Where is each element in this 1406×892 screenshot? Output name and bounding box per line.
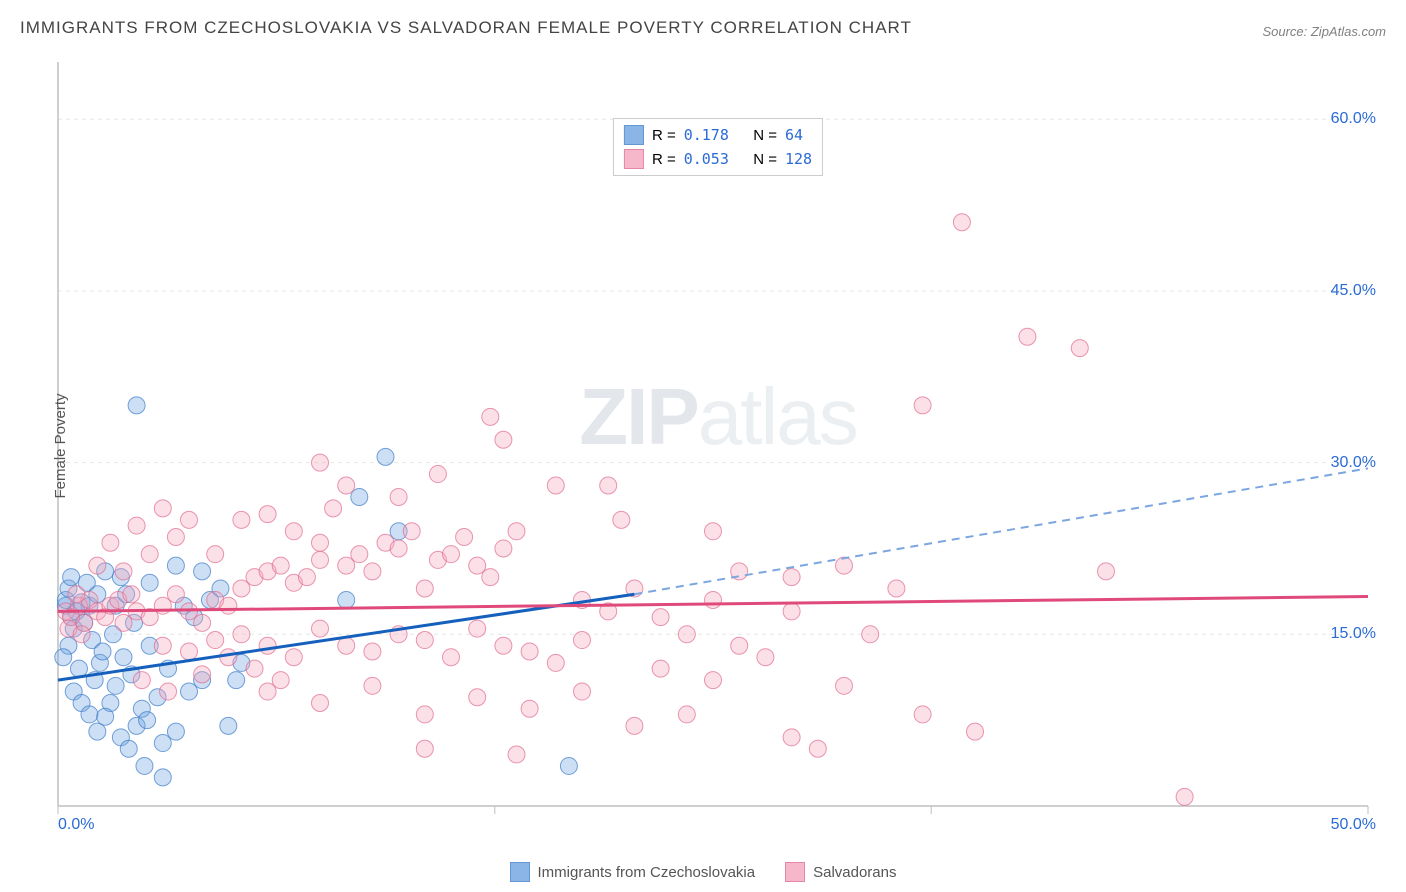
n-value-series2: 128 <box>785 150 812 168</box>
xtick-max: 50.0% <box>1331 816 1376 834</box>
chart-title: IMMIGRANTS FROM CZECHOSLOVAKIA VS SALVAD… <box>20 18 912 38</box>
legend-label-series1: Immigrants from Czechoslovakia <box>538 864 756 881</box>
ytick: 30.0% <box>1331 454 1376 472</box>
swatch-series2 <box>624 149 644 169</box>
swatch-series1-bottom <box>510 862 530 882</box>
y-axis-label: Female Poverty <box>52 393 69 498</box>
source-label: Source: ZipAtlas.com <box>1262 24 1386 39</box>
legend-row-series2: R = 0.053 N = 128 <box>624 147 812 171</box>
r-label: R = <box>652 127 676 144</box>
n-label: N = <box>753 151 777 168</box>
legend-label-series2: Salvadorans <box>813 864 896 881</box>
legend-item-series2: Salvadorans <box>785 862 896 882</box>
n-value-series1: 64 <box>785 126 803 144</box>
swatch-series2-bottom <box>785 862 805 882</box>
legend-row-series1: R = 0.178 N = 64 <box>624 123 812 147</box>
n-label: N = <box>753 127 777 144</box>
ytick: 45.0% <box>1331 282 1376 300</box>
xtick-min: 0.0% <box>58 816 94 834</box>
r-value-series1: 0.178 <box>684 126 729 144</box>
legend-item-series1: Immigrants from Czechoslovakia <box>510 862 756 882</box>
bottom-legend: Immigrants from Czechoslovakia Salvadora… <box>0 862 1406 882</box>
r-label: R = <box>652 151 676 168</box>
chart-area: ZIPatlas R = 0.178 N = 64 R = 0.053 N = … <box>48 58 1388 838</box>
ytick: 60.0% <box>1331 110 1376 128</box>
ytick: 15.0% <box>1331 625 1376 643</box>
correlation-legend: R = 0.178 N = 64 R = 0.053 N = 128 <box>613 118 823 176</box>
r-value-series2: 0.053 <box>684 150 729 168</box>
swatch-series1 <box>624 125 644 145</box>
